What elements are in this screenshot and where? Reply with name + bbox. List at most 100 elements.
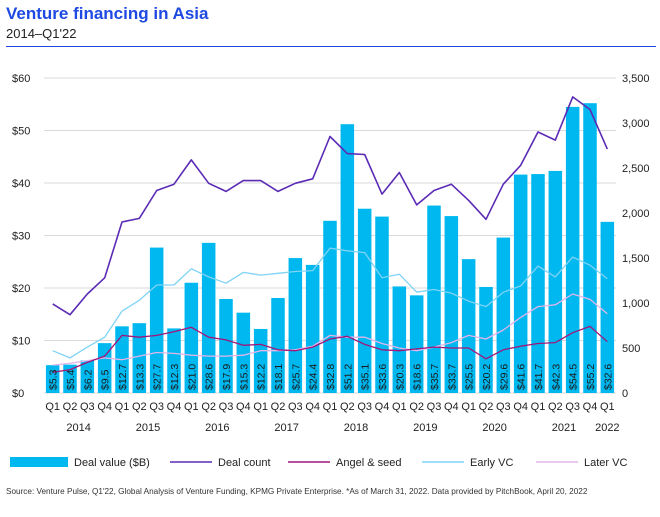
x-axis-year-label: 2020	[482, 422, 506, 434]
left-axis-tick-label: $40	[12, 178, 30, 190]
bar-value-label: $18.1	[273, 364, 285, 390]
x-axis-year-label: 2016	[205, 422, 229, 434]
left-axis-tick-label: $60	[12, 73, 30, 85]
x-axis-quarter-label: Q1	[45, 401, 60, 413]
bar-value-label: $12.3	[169, 364, 181, 390]
right-axis-tick-label: 500	[622, 343, 640, 355]
x-axis-quarter-label: Q1	[115, 401, 130, 413]
deal-value-bar	[600, 221, 615, 393]
left-axis-tick-label: $20	[12, 283, 30, 295]
deal-value-bar	[444, 216, 459, 393]
bar-value-label: $41.7	[533, 364, 545, 390]
deal-value-bar	[184, 282, 199, 393]
bar-value-label: $5.4	[65, 369, 77, 390]
angel-seed-line	[52, 325, 608, 373]
chart-subtitle: 2014–Q1'22	[6, 26, 77, 41]
x-axis-quarter-label: Q3	[496, 401, 511, 413]
left-axis-tick-label: $10	[12, 336, 30, 348]
chart-title: Venture financing in Asia	[6, 4, 209, 23]
x-axis-quarter-label: Q1	[392, 401, 407, 413]
bar-value-label: $6.2	[82, 369, 94, 390]
deal-value-bar	[271, 297, 285, 393]
deal-value-bar	[496, 237, 511, 393]
legend-deal-value-swatch	[10, 457, 68, 467]
x-axis-quarter-label: Q3	[565, 401, 580, 413]
deal-value-bar	[548, 170, 563, 393]
deal-value-bar	[167, 328, 181, 393]
bar-value-label: $13.3	[134, 364, 146, 390]
bar-value-label: $24.4	[308, 364, 320, 390]
deal-value-bar	[219, 299, 233, 393]
early-vc-line	[52, 247, 608, 359]
deal-value-bar	[392, 286, 407, 393]
deal-value-bar	[357, 208, 372, 393]
deal-count-line	[52, 96, 609, 316]
x-axis-quarter-label: Q3	[149, 401, 164, 413]
x-axis-quarter-label: Q1	[253, 401, 268, 413]
bar-value-label: $29.6	[498, 364, 510, 390]
bar-value-label: $51.2	[342, 364, 354, 390]
deal-value-bar	[531, 174, 545, 393]
x-axis-ticks: Q1 Q2 Q3 Q4 Q1 Q2 Q3 Q4 Q1 Q2 Q3 Q4 Q1 Q2 Q3 Q4 Q1 Q2 Q3 Q4…	[45, 401, 619, 434]
x-axis-quarter-label: Q3	[357, 401, 372, 413]
deal-value-bar	[565, 106, 580, 393]
x-axis-quarter-label: Q2	[479, 401, 494, 413]
deal-value-bar	[80, 360, 95, 393]
left-axis-ticks: $0 $10 $20 $30 $40 $50 $60	[12, 73, 30, 400]
bar-value-label: $33.6	[377, 364, 389, 390]
legend: Deal value ($B) Deal count Angel & seed Ear…	[10, 457, 627, 469]
bar-value-label: $18.6	[412, 364, 424, 390]
bar-data-labels: $5.3 $5.4 $6.2 $9.5 $12.7 $13.3 $27.7 $12.3 $21.…	[48, 364, 615, 390]
x-axis-quarter-label: Q3	[80, 401, 95, 413]
bar-value-label: $42.3	[550, 364, 562, 390]
right-axis-tick-label: 2,500	[622, 163, 650, 175]
bar-value-label: $32.8	[325, 364, 337, 390]
deal-value-bar	[132, 323, 147, 393]
left-axis-tick-label: $30	[12, 231, 30, 243]
x-axis-quarter-label: Q4	[375, 401, 390, 413]
right-axis-tick-label: 3,000	[622, 118, 650, 130]
bar-value-label: $55.2	[585, 364, 597, 390]
deal-value-bar	[583, 103, 597, 393]
deal-value-bar	[288, 258, 303, 393]
bar-value-label: $35.1	[360, 364, 372, 390]
right-axis-tick-label: 1,500	[622, 253, 650, 265]
bar-value-label: $12.2	[256, 364, 268, 390]
bar-value-label: $9.5	[100, 369, 112, 390]
bar-value-label: $27.7	[152, 364, 164, 390]
deal-value-bar	[461, 259, 476, 393]
x-axis-quarter-label: Q2	[132, 401, 147, 413]
deal-value-bar	[340, 124, 355, 393]
x-axis-quarter-label: Q4	[513, 401, 528, 413]
x-axis-quarter-label: Q4	[167, 401, 182, 413]
bar-value-label: $20.3	[394, 364, 406, 390]
bar-value-label: $41.6	[516, 364, 528, 390]
x-axis-year-label: 2018	[344, 422, 368, 434]
right-axis-tick-label: 2,000	[622, 208, 650, 220]
source-note: Source: Venture Pulse, Q1'22, Global Ana…	[6, 487, 588, 496]
deal-value-bars	[45, 103, 615, 393]
x-axis-quarter-label: Q2	[548, 401, 563, 413]
deal-value-bar	[409, 295, 424, 393]
bar-value-label: $20.2	[481, 364, 493, 390]
venture-financing-chart: $0 $10 $20 $30 $40 $50 $60 0 500 1,000 1,500 2,000…	[10, 73, 650, 469]
bar-value-label: $25.7	[290, 364, 302, 390]
x-axis-year-label: 2021	[552, 422, 576, 434]
legend-early-vc-label: Early VC	[470, 457, 513, 469]
x-axis-quarter-label: Q1	[461, 401, 476, 413]
deal-value-bar	[236, 312, 251, 393]
x-axis-quarter-label: Q3	[219, 401, 234, 413]
x-axis-quarter-label: Q1	[531, 401, 546, 413]
bar-value-label: $32.6	[602, 364, 614, 390]
x-axis-year-label: 2022	[595, 422, 619, 434]
x-axis-quarter-label: Q1	[184, 401, 199, 413]
title-divider	[6, 46, 656, 47]
x-axis-quarter-label: Q4	[236, 401, 251, 413]
x-axis-quarter-label: Q2	[201, 401, 216, 413]
right-axis-tick-label: 3,500	[622, 73, 650, 85]
bar-value-label: $5.3	[48, 369, 60, 390]
x-axis-quarter-label: Q2	[340, 401, 355, 413]
deal-value-bar	[149, 247, 164, 393]
left-axis-tick-label: $0	[12, 388, 24, 400]
bar-value-label: $21.0	[186, 364, 198, 390]
